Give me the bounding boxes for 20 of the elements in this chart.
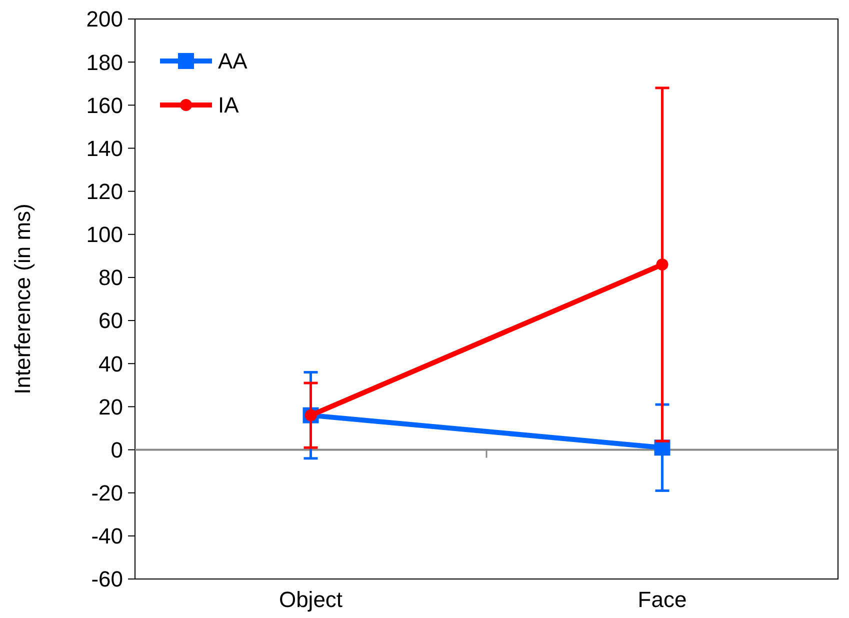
y-tick-label: 0 — [110, 437, 123, 462]
y-tick-label: -40 — [91, 524, 123, 549]
x-tick-label: Object — [278, 587, 343, 612]
legend-label: IA — [218, 92, 240, 118]
y-tick-label: -60 — [91, 566, 123, 592]
y-tick-label: 160 — [86, 92, 123, 118]
y-tick-label: 140 — [86, 136, 123, 161]
x-tick-label: Face — [638, 587, 687, 612]
y-tick-label: -20 — [91, 480, 123, 506]
y-axis-title: Interference (in ms) — [10, 204, 35, 394]
y-tick-label: 100 — [86, 222, 123, 248]
y-tick-label: 60 — [98, 308, 123, 334]
point — [656, 258, 668, 271]
y-tick-label: 180 — [86, 50, 123, 75]
y-tick-label: 200 — [86, 6, 123, 32]
y-tick-label: 20 — [98, 394, 123, 420]
y-tick-label: 120 — [86, 179, 123, 204]
y-tick-label: 80 — [98, 265, 123, 290]
legend-label: AA — [218, 48, 248, 74]
y-tick-label: 40 — [98, 351, 123, 376]
